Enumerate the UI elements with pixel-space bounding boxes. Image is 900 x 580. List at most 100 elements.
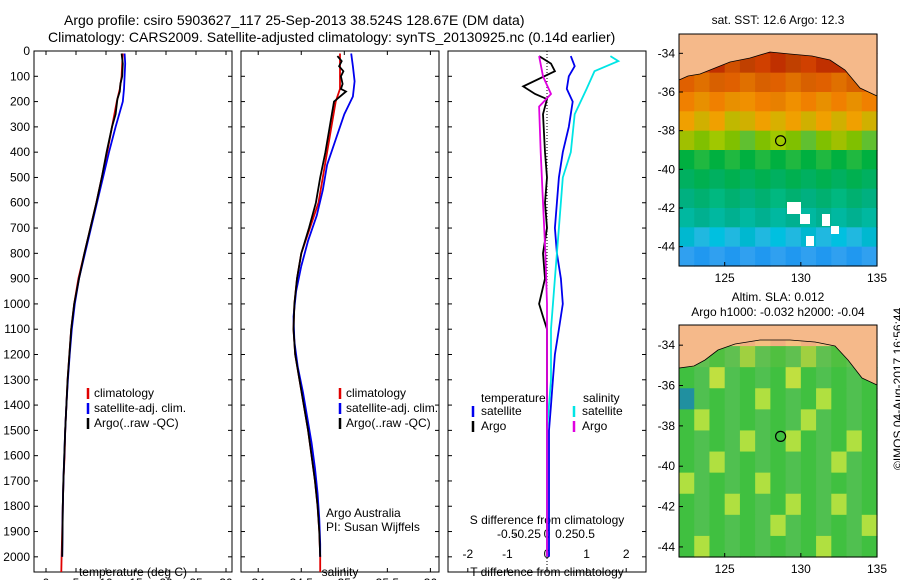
temperature-legend-label: climatology [94,386,154,400]
sla_map-cell [785,514,802,537]
sla_map-y-tick-label: -44 [658,540,676,554]
sst-missing-data [831,226,839,234]
sla_map-frame [678,324,878,558]
sst_map-cell [846,92,863,112]
sla_map-cell [755,430,771,453]
temperature-x-tick-label: 10 [99,576,113,580]
sst_map-cell [831,208,848,228]
sla-map-subtitle: Argo h1000: -0.032 h2000: -0.04 [691,305,865,319]
y-tick-label: 1500 [3,423,30,437]
sst_map-cell [724,150,741,170]
sla_map-cell [770,409,787,432]
y-tick-label: 700 [10,221,30,235]
sst_map-cell [694,188,711,209]
sst_map-cell [816,150,832,170]
sla_map-cell [785,367,802,389]
salinity-x-tick-label: 36 [424,576,438,580]
sst_map-cell [816,111,832,132]
sst_map-x-tick-label: 125 [715,271,735,285]
sst_map-cell [694,150,711,170]
difference-s-tick-label: -0.5 [497,527,518,541]
sla_map-cell [739,346,756,368]
y-tick-label: 1000 [3,297,30,311]
sla_map-cell [846,514,863,537]
sst_map-cell [709,208,726,228]
sla_map-cell [785,430,802,453]
sst_map-cell [724,246,741,267]
sla_map-cell [800,514,817,537]
sla_map-cell [816,451,832,474]
sst_map-cell [755,169,771,190]
sst_map-cell [679,208,695,228]
sla_map-cell [709,367,726,389]
sst_map-cell [755,92,771,112]
sla_map-cell [861,493,878,516]
sst_map-cell [846,130,863,151]
sla_map-cell [785,346,802,368]
sst_map-cell [831,92,848,112]
sst_map-cell [679,227,695,248]
y-tick-label: 300 [10,120,30,134]
sst_map-cell [770,150,787,170]
sst_map-cell [709,188,726,209]
sla_map-cell [816,535,832,558]
sla_map-cell [816,388,832,410]
sla_map-cell [816,514,832,537]
sla_map-cell [770,535,787,558]
sst_map-cell [724,227,741,248]
sst_map-cell [831,169,848,190]
difference-x-tick-label: -2 [462,547,473,561]
sla_map-cell [679,388,695,410]
sla_map-cell [800,346,817,368]
sst_map-cell [816,227,832,248]
sst_map-cell [816,169,832,190]
sst_map-y-tick-label: -44 [658,240,676,254]
sla_map-cell [816,472,832,495]
sst_map-cell [739,111,756,132]
sst_map-cell [831,246,848,267]
sla_map-cell [846,388,863,410]
y-tick-label: 200 [10,95,30,109]
sla_map-cell [709,535,726,558]
sla_map-cell [831,409,848,432]
difference-s-tick-label: 0.25 [555,527,579,541]
sst_map-cell [770,92,787,112]
y-tick-label: 1100 [4,322,30,336]
annotation-line-1: Argo Australia [326,506,401,520]
sst_map-cell [724,208,741,228]
sla_map-cell [724,535,741,558]
sla_map-cell [831,472,848,495]
sst_map-cell [755,188,771,209]
sst_map-cell [831,130,848,151]
sla_map-cell [770,451,787,474]
sla_map-cell [679,535,695,558]
sst_map-cell [800,111,817,132]
sla_map-cell [709,514,726,537]
sla_map-cell [755,514,771,537]
sla_map-cell [739,409,756,432]
sla_map-cell [800,388,817,410]
sla_map-cell [694,535,711,558]
y-tick-label: 100 [10,69,30,83]
copyright-note: ©IMOS 04-Aug-2017 16:56:44 [891,307,900,470]
sla_map-cell [724,346,741,368]
sst_map-cell [831,150,848,170]
y-tick-label: 1700 [3,474,30,488]
sst_map-cell [800,188,817,209]
sla_map-cell [816,346,832,368]
sla_map-cell [709,472,726,495]
temperature-x-axis-label: temperature (deg C) [79,565,187,579]
temperature-series-argo-raw-qc- [61,53,124,557]
sla_map-cell [679,472,695,495]
sst-missing-data [787,202,801,214]
sst_map-cell [785,111,802,132]
sla_map-cell [785,535,802,558]
sst-missing-data [806,236,814,246]
sst_map-cell [679,188,695,209]
sst_map-cell [785,130,802,151]
sst_map-cell [816,92,832,112]
sla_map-cell [800,430,817,453]
sla_map-x-tick-label: 135 [867,562,887,576]
sst_map-cell [861,208,878,228]
